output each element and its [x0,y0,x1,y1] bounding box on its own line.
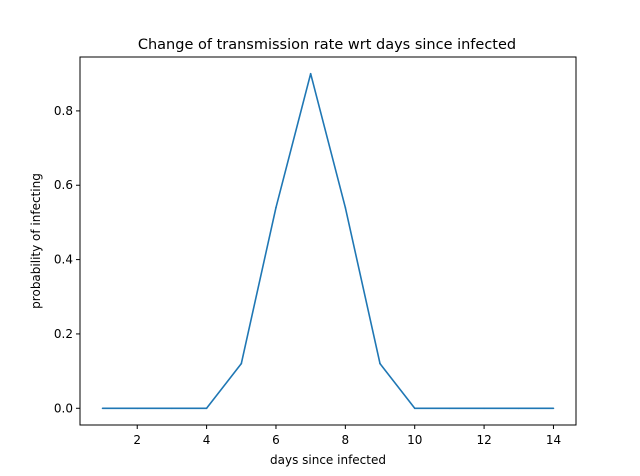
y-tick-label: 0.6 [54,178,73,192]
x-axis-label: days since infected [270,453,386,467]
chart-title: Change of transmission rate wrt days sin… [138,37,516,53]
y-axis-ticks: 0.0 0.2 0.4 0.6 0.8 [54,104,80,415]
x-tick-label: 2 [133,433,141,447]
plot-frame [79,56,577,426]
data-point [309,72,312,75]
y-tick-label: 0.4 [54,253,73,267]
y-tick-label: 0.8 [54,104,73,118]
data-point [344,206,347,209]
data-point [136,407,139,410]
series-line [102,72,554,410]
data-point [552,407,555,410]
data-point [101,407,104,410]
data-point [413,407,416,410]
data-point [448,407,451,410]
data-point [517,407,520,410]
data-point [240,362,243,365]
plot-area [80,57,576,425]
data-point [483,407,485,410]
x-tick-label: 14 [546,433,561,447]
x-tick-label: 12 [476,433,491,447]
x-tick-label: 4 [203,433,211,447]
data-point [205,407,208,410]
y-tick-label: 0.0 [54,401,73,415]
x-tick-label: 10 [407,433,422,447]
series-layer [101,72,555,410]
data-point [275,206,277,209]
y-axis-label: probability of infecting [29,173,43,309]
data-point [171,407,173,410]
data-point [379,362,381,365]
x-axis-ticks: 2 4 6 8 10 12 14 [133,425,561,447]
x-tick-label: 8 [342,433,350,447]
x-tick-label: 6 [272,433,280,447]
y-tick-label: 0.2 [54,327,73,341]
